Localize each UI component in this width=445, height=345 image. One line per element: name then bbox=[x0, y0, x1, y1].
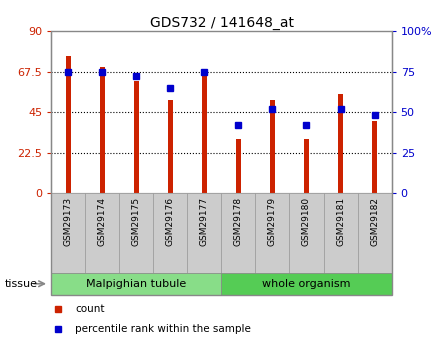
Bar bbox=[372, 121, 377, 193]
Bar bbox=[222, 193, 255, 273]
Text: GSM29175: GSM29175 bbox=[132, 197, 141, 246]
Text: GSM29176: GSM29176 bbox=[166, 197, 175, 246]
Bar bbox=[51, 193, 85, 273]
Text: GSM29181: GSM29181 bbox=[336, 197, 345, 246]
Bar bbox=[187, 193, 222, 273]
Bar bbox=[338, 94, 343, 193]
Text: GSM29174: GSM29174 bbox=[98, 197, 107, 246]
Bar bbox=[85, 193, 119, 273]
Bar bbox=[153, 193, 187, 273]
Bar bbox=[270, 99, 275, 193]
Text: percentile rank within the sample: percentile rank within the sample bbox=[75, 325, 251, 334]
Text: GSM29179: GSM29179 bbox=[268, 197, 277, 246]
Bar bbox=[168, 99, 173, 193]
Bar bbox=[202, 76, 207, 193]
Bar bbox=[100, 67, 105, 193]
Text: GSM29173: GSM29173 bbox=[64, 197, 73, 246]
Bar bbox=[236, 139, 241, 193]
Text: GSM29177: GSM29177 bbox=[200, 197, 209, 246]
Text: count: count bbox=[75, 304, 105, 314]
Bar bbox=[255, 193, 290, 273]
Bar bbox=[324, 193, 358, 273]
Bar bbox=[304, 139, 309, 193]
Text: GSM29182: GSM29182 bbox=[370, 197, 379, 246]
Bar bbox=[66, 56, 71, 193]
Text: GSM29180: GSM29180 bbox=[302, 197, 311, 246]
Text: GDS732 / 141648_at: GDS732 / 141648_at bbox=[150, 16, 295, 30]
Bar bbox=[119, 193, 153, 273]
Bar bbox=[134, 81, 139, 193]
Text: Malpighian tubule: Malpighian tubule bbox=[86, 279, 186, 289]
Bar bbox=[358, 193, 392, 273]
Bar bbox=[222, 273, 392, 295]
Text: tissue: tissue bbox=[4, 279, 37, 289]
Bar bbox=[290, 193, 324, 273]
Bar bbox=[51, 273, 222, 295]
Text: whole organism: whole organism bbox=[262, 279, 351, 289]
Text: GSM29178: GSM29178 bbox=[234, 197, 243, 246]
